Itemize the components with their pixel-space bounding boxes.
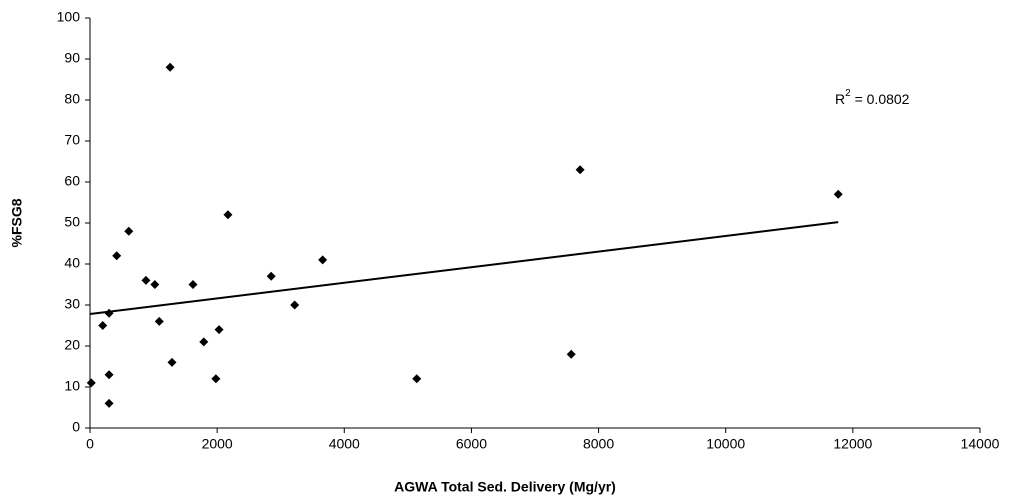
annotation-text: = 0.0802 bbox=[851, 91, 910, 107]
y-tick-label: 60 bbox=[64, 173, 80, 189]
point bbox=[86, 378, 96, 388]
trendline bbox=[89, 221, 839, 316]
point bbox=[188, 280, 198, 289]
point bbox=[141, 275, 151, 285]
point bbox=[98, 321, 108, 330]
x-tick-label: 14000 bbox=[961, 436, 1000, 452]
point bbox=[566, 349, 576, 359]
point bbox=[290, 300, 300, 310]
x-axis-title: AGWA Total Sed. Delivery (Mg/yr) bbox=[394, 479, 616, 495]
point bbox=[575, 165, 585, 175]
annotation-text: R bbox=[835, 91, 845, 107]
x-tick-label: 0 bbox=[86, 436, 94, 452]
x-tick-label: 6000 bbox=[456, 436, 487, 452]
y-tick-label: 40 bbox=[64, 255, 80, 271]
y-tick-label: 50 bbox=[64, 214, 80, 230]
y-tick-label: 30 bbox=[64, 296, 80, 312]
annotation-sup: 2 bbox=[845, 88, 851, 99]
point bbox=[266, 271, 276, 281]
y-tick-label: 90 bbox=[64, 50, 80, 66]
x-tick-label: 4000 bbox=[329, 436, 360, 452]
point bbox=[104, 308, 114, 318]
y-tick-label: 10 bbox=[64, 378, 80, 394]
point bbox=[167, 357, 177, 367]
point bbox=[214, 325, 224, 335]
point bbox=[223, 210, 233, 220]
point bbox=[150, 280, 160, 289]
point bbox=[104, 370, 114, 380]
point bbox=[211, 374, 221, 384]
point bbox=[104, 398, 114, 408]
y-tick-label: 70 bbox=[64, 132, 80, 148]
y-tick-label: 80 bbox=[64, 91, 80, 107]
point bbox=[199, 337, 209, 347]
point bbox=[318, 255, 328, 265]
y-tick-label: 0 bbox=[72, 419, 80, 435]
x-tick-label: 10000 bbox=[706, 436, 745, 452]
y-tick-label: 100 bbox=[57, 9, 81, 25]
point bbox=[112, 251, 122, 261]
x-tick-label: 2000 bbox=[202, 436, 233, 452]
x-tick-label: 8000 bbox=[583, 436, 614, 452]
point bbox=[124, 226, 134, 236]
point bbox=[833, 189, 843, 199]
point bbox=[154, 316, 164, 326]
y-axis-title: %FSG8 bbox=[9, 198, 25, 247]
point bbox=[412, 374, 422, 384]
annotation: R2 = 0.0802 bbox=[835, 88, 910, 107]
point bbox=[165, 62, 175, 72]
x-tick-label: 12000 bbox=[833, 436, 872, 452]
y-tick-label: 20 bbox=[64, 337, 80, 353]
